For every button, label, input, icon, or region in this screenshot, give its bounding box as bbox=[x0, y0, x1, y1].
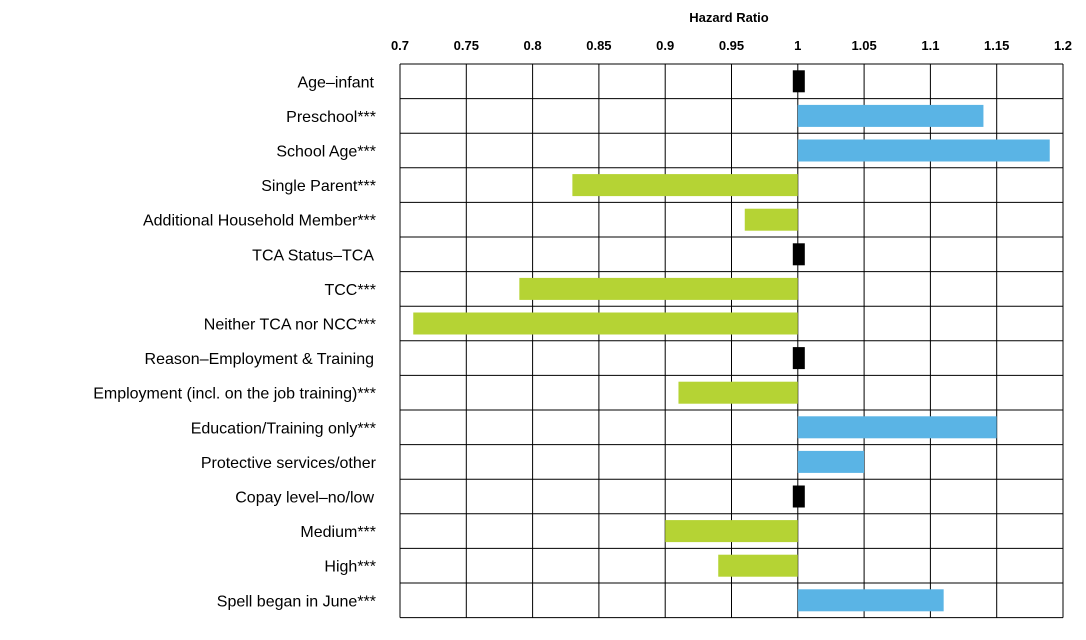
category-label: Age–infant bbox=[297, 74, 374, 91]
x-tick-label: 1.15 bbox=[984, 38, 1009, 53]
bar bbox=[413, 312, 798, 335]
grid bbox=[399, 63, 1064, 619]
category-label: Single Parent*** bbox=[261, 178, 376, 195]
x-tick-label: 1.05 bbox=[851, 38, 876, 53]
bar bbox=[797, 416, 997, 439]
x-tick-label: 1.2 bbox=[1054, 38, 1072, 53]
reference-marker bbox=[792, 243, 805, 266]
category-label: Education/Training only*** bbox=[191, 420, 376, 437]
category-label: TCA Status–TCA bbox=[252, 247, 374, 264]
category-label: Additional Household Member*** bbox=[143, 213, 376, 230]
bar bbox=[519, 277, 798, 300]
x-tick-label: 0.75 bbox=[454, 38, 479, 53]
x-tick-label: 1 bbox=[794, 38, 801, 53]
category-label: Neither TCA nor NCC*** bbox=[204, 317, 376, 334]
category-label: High*** bbox=[324, 559, 376, 576]
bar bbox=[797, 450, 865, 473]
reference-marker bbox=[792, 70, 805, 93]
category-label: TCC*** bbox=[324, 282, 376, 299]
category-label: Preschool*** bbox=[286, 109, 376, 126]
category-label: Copay level–no/low bbox=[235, 490, 374, 507]
category-label: Employment (incl. on the job training)**… bbox=[93, 386, 376, 403]
bar bbox=[665, 520, 798, 543]
x-tick-label: 0.8 bbox=[524, 38, 542, 53]
x-axis-title: Hazard Ratio bbox=[689, 10, 769, 25]
x-tick-labels: 0.7 0.75 0.8 0.85 0.9 0.95 1 1.05 1.1 1.15 1.2 bbox=[391, 38, 1072, 53]
bar bbox=[797, 589, 944, 612]
bar bbox=[797, 139, 1050, 162]
category-label: Protective services/other bbox=[201, 455, 377, 472]
reference-marker bbox=[792, 485, 805, 508]
x-tick-label: 0.9 bbox=[656, 38, 674, 53]
reference-marker bbox=[792, 347, 805, 370]
x-tick-label: 0.7 bbox=[391, 38, 409, 53]
category-label: Spell began in June*** bbox=[217, 593, 376, 610]
bar bbox=[572, 174, 798, 197]
x-tick-label: 0.95 bbox=[719, 38, 744, 53]
category-labels: Age–infant Preschool*** School Age*** Singl… bbox=[93, 74, 376, 610]
bar bbox=[797, 104, 984, 127]
category-label: School Age*** bbox=[276, 144, 376, 161]
bars bbox=[413, 70, 1050, 612]
category-label: Medium*** bbox=[300, 524, 376, 541]
category-label: Reason–Employment & Training bbox=[145, 351, 374, 368]
x-tick-label: 1.1 bbox=[921, 38, 939, 53]
x-tick-label: 0.85 bbox=[586, 38, 611, 53]
bar bbox=[744, 208, 798, 231]
bar bbox=[718, 554, 798, 577]
bar bbox=[678, 381, 798, 404]
